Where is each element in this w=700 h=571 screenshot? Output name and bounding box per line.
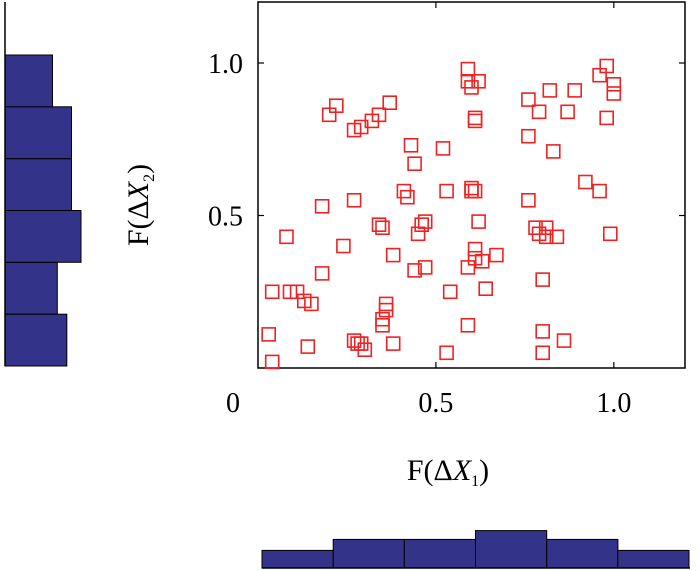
data-point [464,183,479,199]
data-point [489,247,504,263]
data-point [535,345,551,361]
histogram-bar [4,313,68,367]
data-point [264,284,280,300]
data-point [467,113,483,129]
data-point [435,141,451,156]
x-tick-label: 0.5 [418,388,453,419]
data-point [478,281,494,297]
x-marginal-histogram [261,530,690,569]
histogram-bar [4,261,58,315]
histogram-bar [332,538,405,569]
data-point [442,284,458,300]
histogram-bar [546,538,619,569]
data-point [521,92,536,107]
data-point [542,83,558,98]
data-point [556,333,572,348]
histogram-bar [4,106,72,160]
data-point [279,229,294,245]
data-point [592,67,607,83]
data-point [407,156,422,171]
data-point [535,272,551,287]
y-tick-label: 1.0 [208,49,243,80]
data-point [371,107,387,123]
data-point [535,324,551,339]
data-point [314,266,330,281]
data-points [261,58,622,370]
data-point [538,220,554,235]
data-point [336,238,351,254]
data-point [328,98,344,113]
histogram-bar [403,538,476,569]
data-point [385,247,401,263]
data-point [417,260,433,275]
histogram-bar [4,210,82,263]
data-point [460,61,476,77]
x-tick-label: 1.0 [596,388,631,419]
data-point [375,220,390,235]
data-point [403,138,419,153]
data-point [300,339,316,354]
histogram-bar [617,549,690,569]
data-point [464,180,479,196]
origin-label: 0 [226,388,240,419]
histogram-bar [475,530,548,569]
data-point [599,110,615,126]
data-point [464,80,479,95]
histogram-bar [4,158,72,211]
data-point [467,241,483,257]
data-point [407,263,422,278]
x-axis-label: F(ΔX1) [407,454,489,490]
data-point [567,83,583,98]
data-point [261,327,277,342]
histogram-bar [261,549,334,569]
data-point [471,214,486,229]
data-point [346,193,362,208]
data-point [560,104,575,120]
data-point [371,217,387,232]
data-point [382,95,398,110]
axis-ticks [258,2,685,368]
data-point [467,183,483,199]
data-point [439,183,454,199]
data-point [578,174,593,190]
data-point [357,342,373,358]
scatter-plot: 0 0.5 1.0 0.5 1.0 [208,1,686,419]
data-point [460,317,476,333]
data-point [417,214,433,229]
y-marginal-histogram [4,2,82,367]
data-point [592,183,607,199]
data-point [378,302,394,318]
data-point [531,104,547,120]
data-point [521,193,536,208]
data-point [467,110,483,126]
y-axis-label: F(ΔX2) [122,164,158,246]
data-point [439,345,454,361]
data-point [606,77,622,92]
plot-frame [257,1,686,369]
data-point [467,250,483,266]
data-point [375,317,390,333]
data-point [521,128,536,144]
data-point [314,199,330,214]
data-point [385,336,401,351]
histogram-bar [4,54,53,108]
data-point [606,86,622,101]
y-tick-labels: 0.5 1.0 [208,49,243,233]
data-point [545,144,561,159]
data-point [602,226,618,242]
y-tick-label: 0.5 [208,202,243,233]
data-point [410,226,426,242]
data-point [414,217,430,232]
data-point [538,229,554,245]
data-point [304,296,319,312]
x-tick-labels: 0.5 1.0 [418,388,631,419]
data-point [549,229,565,245]
data-point [264,354,280,370]
data-point [400,189,415,205]
